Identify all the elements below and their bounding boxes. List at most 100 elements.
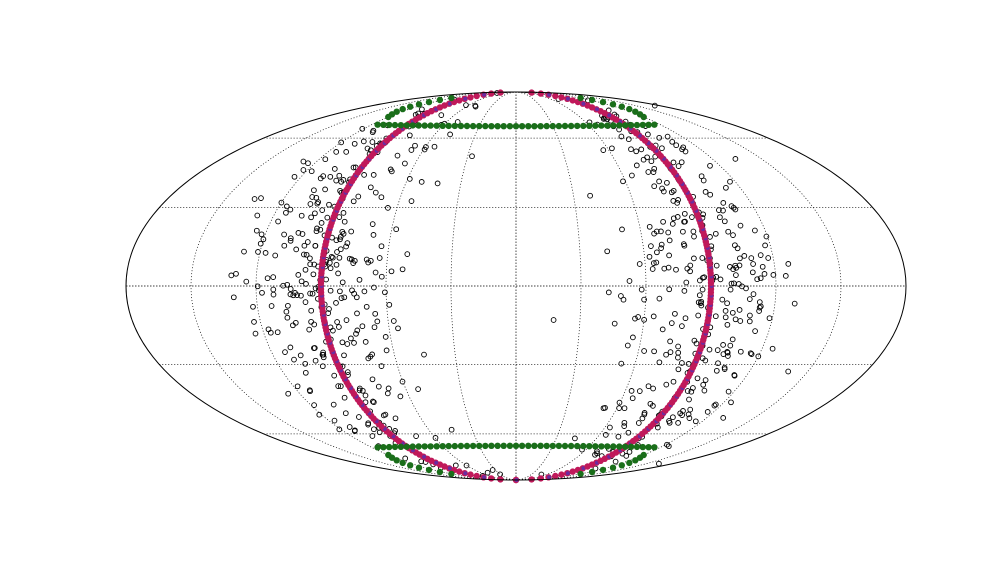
- open-circle-point: [378, 273, 385, 280]
- ring-point: [552, 472, 559, 480]
- open-circle-point: [324, 214, 331, 221]
- green-point: [415, 122, 422, 129]
- green-point: [622, 443, 629, 450]
- open-circle-point: [737, 318, 744, 324]
- open-circle-point: [369, 376, 376, 383]
- open-circle-point: [260, 236, 267, 243]
- open-circle-point: [258, 195, 264, 201]
- meridian-line: [255, 91, 517, 481]
- open-circle-point: [311, 345, 317, 351]
- ring-point: [569, 97, 576, 104]
- green-point: [488, 442, 495, 449]
- open-circle-point: [604, 248, 611, 255]
- open-circle-point: [628, 146, 634, 153]
- green-point: [445, 442, 452, 450]
- open-circle-point: [685, 361, 692, 367]
- open-circle-point: [255, 249, 261, 255]
- open-circle-point: [298, 278, 305, 285]
- ring-point: [569, 468, 576, 475]
- green-point: [592, 122, 599, 129]
- open-circle-point: [633, 162, 640, 169]
- green-point: [549, 122, 556, 130]
- open-circle-point: [747, 312, 753, 319]
- ring-point: [537, 475, 544, 482]
- open-circle-point: [724, 321, 731, 328]
- green-point: [580, 122, 587, 130]
- green-point: [639, 121, 646, 129]
- open-circle-point: [371, 324, 378, 331]
- open-circle-point: [675, 366, 682, 373]
- open-circle-point: [635, 420, 642, 426]
- open-circle-point: [728, 399, 734, 406]
- open-circle-point: [785, 368, 792, 375]
- open-circle-point: [291, 356, 297, 363]
- open-circle-point: [335, 270, 341, 277]
- green-point: [476, 442, 483, 450]
- open-circle-point: [378, 194, 385, 201]
- green-hook-point: [609, 101, 617, 108]
- green-point: [512, 123, 520, 130]
- ring-series: [317, 89, 715, 484]
- open-circle-point: [636, 261, 643, 267]
- open-circle-point: [378, 243, 385, 250]
- open-circle-point: [679, 360, 685, 366]
- open-circle-point: [329, 254, 336, 261]
- open-circle-point: [392, 428, 398, 434]
- open-circle-point: [749, 269, 756, 276]
- open-circle-point: [337, 288, 343, 295]
- open-circle-point: [675, 197, 681, 203]
- open-circle-point: [732, 316, 739, 323]
- open-circle-point: [283, 209, 289, 216]
- open-circle-point: [626, 278, 633, 284]
- open-circle-point: [312, 210, 318, 217]
- open-circle-point: [699, 255, 706, 261]
- open-circle-point: [668, 189, 675, 196]
- open-circle-point: [230, 294, 237, 301]
- ring-point: [537, 90, 544, 97]
- ring-point-secondary: [547, 92, 552, 97]
- green-hook-point: [618, 103, 625, 110]
- open-circle-point: [641, 316, 647, 323]
- open-circle-point: [629, 172, 635, 179]
- open-circle-point: [675, 163, 682, 169]
- open-circle-point: [702, 377, 709, 383]
- open-circle-point: [376, 429, 383, 436]
- open-circle-point: [262, 250, 269, 256]
- open-circle-point: [290, 322, 296, 329]
- green-point: [427, 122, 434, 129]
- open-circle-point: [418, 179, 425, 185]
- open-circle-point: [399, 266, 406, 273]
- green-point: [433, 122, 440, 129]
- open-circle-point: [287, 291, 294, 298]
- open-circle-point: [605, 289, 612, 296]
- open-circle-point: [636, 388, 643, 394]
- open-circle-point: [700, 381, 707, 388]
- open-circle-point: [294, 292, 300, 298]
- ring-point-secondary: [547, 475, 552, 480]
- open-circle-point: [691, 255, 697, 262]
- green-point: [518, 442, 526, 449]
- open-circle-point: [317, 226, 324, 233]
- open-circle-point: [319, 207, 326, 213]
- green-hook-point: [577, 94, 584, 102]
- green-point: [598, 122, 605, 129]
- ring-point-secondary: [607, 113, 612, 118]
- scatter-points: [228, 90, 798, 479]
- open-circle-point: [684, 265, 691, 272]
- open-circle-point: [367, 184, 374, 191]
- open-circle-point: [747, 350, 754, 357]
- open-circle-point: [654, 424, 661, 431]
- green-point: [439, 122, 446, 129]
- ring-point: [488, 475, 495, 482]
- open-circle-point: [336, 324, 342, 330]
- open-circle-point: [658, 245, 664, 251]
- open-circle-point: [615, 433, 622, 440]
- green-point: [543, 442, 550, 450]
- open-circle-point: [360, 138, 367, 145]
- open-circle-point: [679, 323, 685, 329]
- open-circle-point: [692, 418, 699, 425]
- open-circle-point: [681, 218, 687, 225]
- open-circle-point: [310, 271, 317, 278]
- green-point: [391, 443, 399, 451]
- open-circle-point: [699, 286, 706, 293]
